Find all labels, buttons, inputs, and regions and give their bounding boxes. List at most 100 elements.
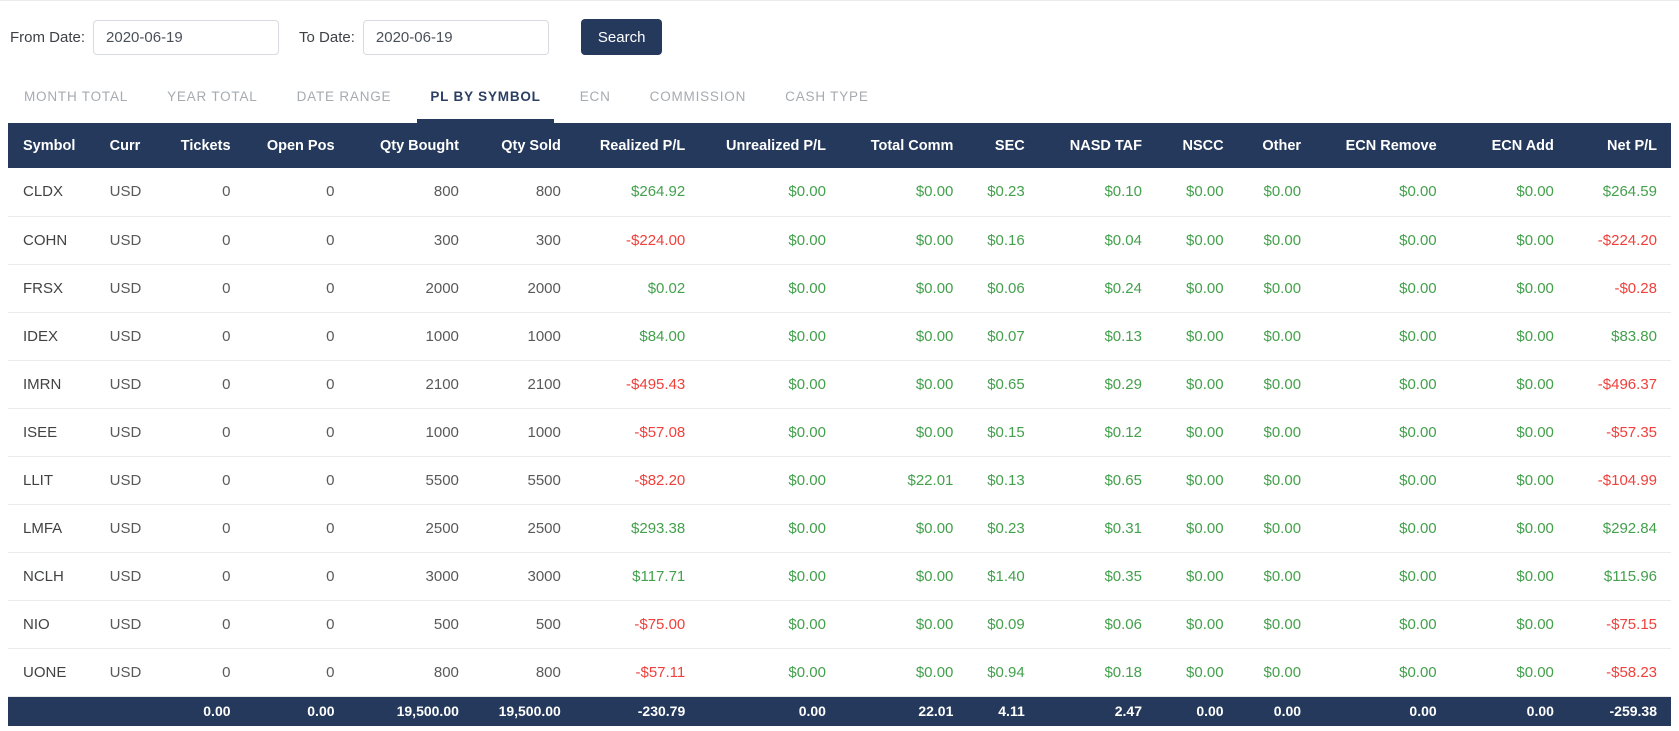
cell-unrealized-p-l: $0.00 xyxy=(699,552,840,601)
tab-ecn[interactable]: ECN xyxy=(579,89,611,104)
cell-qty-bought: 1000 xyxy=(348,312,473,361)
cell-nasd-taf: $0.10 xyxy=(1038,168,1156,217)
cell-symbol: IDEX xyxy=(8,312,95,361)
cell-unrealized-p-l: $0.00 xyxy=(699,504,840,553)
column-header-ecn-add: ECN Add xyxy=(1450,123,1568,168)
cell-unrealized-p-l: $0.00 xyxy=(699,456,840,505)
cell-ecn-remove: $0.00 xyxy=(1315,408,1451,457)
report-tabs: MONTH TOTAL YEAR TOTAL DATE RANGE PL BY SYM… xyxy=(0,89,1679,123)
cell-nscc: $0.00 xyxy=(1156,456,1238,505)
column-header-net-p-l: Net P/L xyxy=(1567,123,1671,168)
cell-tickets: 0 xyxy=(157,312,245,361)
cell-ecn-add: $0.00 xyxy=(1450,648,1568,697)
tab-commission[interactable]: COMMISSION xyxy=(649,89,747,104)
cell-total-comm: $0.00 xyxy=(839,168,968,217)
tab-cash-type[interactable]: CASH TYPE xyxy=(785,89,869,104)
cell-total-comm: $0.00 xyxy=(839,504,968,553)
cell-qty-bought: 1000 xyxy=(348,408,473,457)
total-total-comm: 22.01 xyxy=(839,696,968,726)
cell-net-p-l: -$0.28 xyxy=(1567,264,1671,313)
cell-realized-p-l: $293.38 xyxy=(574,504,700,553)
cell-tickets: 0 xyxy=(157,648,245,697)
cell-qty-bought: 500 xyxy=(348,600,473,649)
table-header-row: Symbol Curr Tickets Open Pos Qty Bought Qty S… xyxy=(8,123,1671,168)
cell-ecn-remove: $0.00 xyxy=(1315,360,1451,409)
cell-tickets: 0 xyxy=(157,360,245,409)
search-button[interactable]: Search xyxy=(580,19,663,55)
cell-unrealized-p-l: $0.00 xyxy=(699,360,840,409)
cell-symbol: CLDX xyxy=(8,168,95,217)
from-date-input[interactable] xyxy=(93,19,280,55)
cell-nasd-taf: $0.31 xyxy=(1038,504,1156,553)
total-qty-bought: 19,500.00 xyxy=(348,696,473,726)
cell-qty-bought: 2000 xyxy=(348,264,473,313)
cell-net-p-l: -$75.15 xyxy=(1567,600,1671,649)
cell-open-pos: 0 xyxy=(244,264,349,313)
cell-nasd-taf: $0.65 xyxy=(1038,456,1156,505)
cell-other: $0.00 xyxy=(1237,360,1316,409)
cell-qty-sold: 2500 xyxy=(472,504,575,553)
cell-nasd-taf: $0.06 xyxy=(1038,600,1156,649)
cell-curr: USD xyxy=(94,552,158,601)
cell-open-pos: 0 xyxy=(244,216,349,265)
cell-nasd-taf: $0.18 xyxy=(1038,648,1156,697)
cell-qty-sold: 5500 xyxy=(472,456,575,505)
cell-nscc: $0.00 xyxy=(1156,504,1238,553)
cell-tickets: 0 xyxy=(157,264,245,313)
tab-pl-by-symbol[interactable]: PL BY SYMBOL xyxy=(417,89,554,123)
cell-other: $0.00 xyxy=(1237,456,1316,505)
cell-qty-sold: 800 xyxy=(472,648,575,697)
tab-year-total[interactable]: YEAR TOTAL xyxy=(167,89,258,104)
cell-total-comm: $0.00 xyxy=(839,216,968,265)
cell-curr: USD xyxy=(94,264,158,313)
cell-nasd-taf: $0.29 xyxy=(1038,360,1156,409)
cell-ecn-remove: $0.00 xyxy=(1315,216,1451,265)
cell-other: $0.00 xyxy=(1237,216,1316,265)
cell-qty-sold: 2100 xyxy=(472,360,575,409)
cell-realized-p-l: -$57.08 xyxy=(574,408,700,457)
cell-open-pos: 0 xyxy=(244,552,349,601)
table-row-llit: LLIT USD 0 0 5500 5500 -$82.20 $0.00 $22.01 $0.13… xyxy=(8,456,1671,505)
cell-net-p-l: $115.96 xyxy=(1567,552,1671,601)
column-header-nscc: NSCC xyxy=(1156,123,1238,168)
cell-tickets: 0 xyxy=(157,168,245,217)
cell-qty-bought: 800 xyxy=(348,168,473,217)
tab-date-range[interactable]: DATE RANGE xyxy=(296,89,392,104)
to-date-input[interactable] xyxy=(362,19,549,55)
cell-tickets: 0 xyxy=(157,552,245,601)
cell-qty-sold: 1000 xyxy=(472,312,575,361)
column-header-tickets: Tickets xyxy=(157,123,245,168)
table-row-nclh: NCLH USD 0 0 3000 3000 $117.71 $0.00 $0.00 $1.40 $… xyxy=(8,552,1671,601)
total-symbol xyxy=(8,696,95,726)
cell-realized-p-l: $117.71 xyxy=(574,552,700,601)
cell-realized-p-l: -$57.11 xyxy=(574,648,700,697)
cell-other: $0.00 xyxy=(1237,168,1316,217)
cell-sec: $0.16 xyxy=(967,216,1039,265)
cell-symbol: IMRN xyxy=(8,360,95,409)
cell-open-pos: 0 xyxy=(244,312,349,361)
cell-sec: $0.23 xyxy=(967,168,1039,217)
cell-tickets: 0 xyxy=(157,456,245,505)
cell-sec: $0.06 xyxy=(967,264,1039,313)
cell-symbol: COHN xyxy=(8,216,95,265)
cell-nscc: $0.00 xyxy=(1156,552,1238,601)
column-header-sec: SEC xyxy=(967,123,1039,168)
total-open-pos: 0.00 xyxy=(244,696,349,726)
cell-sec: $0.65 xyxy=(967,360,1039,409)
cell-tickets: 0 xyxy=(157,408,245,457)
cell-other: $0.00 xyxy=(1237,600,1316,649)
to-date-label: To Date: xyxy=(299,28,355,46)
tab-month-total[interactable]: MONTH TOTAL xyxy=(24,89,129,104)
cell-sec: $0.13 xyxy=(967,456,1039,505)
cell-realized-p-l: -$82.20 xyxy=(574,456,700,505)
table-row-nio: NIO USD 0 0 500 500 -$75.00 $0.00 $0.00 $0.09 $0.0… xyxy=(8,600,1671,649)
cell-ecn-add: $0.00 xyxy=(1450,552,1568,601)
cell-ecn-add: $0.00 xyxy=(1450,216,1568,265)
cell-total-comm: $0.00 xyxy=(839,264,968,313)
cell-sec: $0.07 xyxy=(967,312,1039,361)
cell-qty-sold: 2000 xyxy=(472,264,575,313)
cell-net-p-l: -$224.20 xyxy=(1567,216,1671,265)
cell-nscc: $0.00 xyxy=(1156,168,1238,217)
cell-curr: USD xyxy=(94,456,158,505)
table-row-idex: IDEX USD 0 0 1000 1000 $84.00 $0.00 $0.00 $0.07 $0… xyxy=(8,312,1671,361)
